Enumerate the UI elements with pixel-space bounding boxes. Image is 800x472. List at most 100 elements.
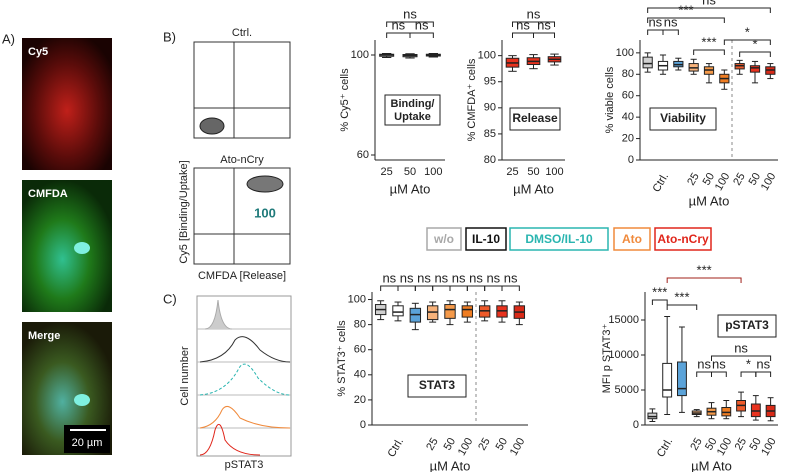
legend-box <box>654 227 712 251</box>
box <box>749 65 761 73</box>
x-tick-label: 100 <box>759 171 779 193</box>
y-axis-label: MFI p STAT3⁺ <box>601 324 613 394</box>
y-tick-label: 100 <box>616 47 634 59</box>
y-tick-label: 80 <box>484 154 496 166</box>
bracket <box>711 355 772 361</box>
y-tick-label: 0 <box>628 154 634 166</box>
population <box>246 175 284 193</box>
chart-title: Viability <box>660 111 706 125</box>
bracket <box>533 32 555 38</box>
box <box>642 56 653 69</box>
box <box>662 362 673 398</box>
significance: ns <box>697 356 711 371</box>
bracket <box>512 32 534 38</box>
x-tick-label: 25 <box>381 166 393 178</box>
significance: * <box>752 36 757 51</box>
legend-box <box>465 227 507 251</box>
significance: ns <box>712 356 726 371</box>
significance: ns <box>527 6 541 21</box>
y-tick-label: 40 <box>354 369 366 381</box>
nucleus <box>74 242 90 254</box>
axis-label: CMFDA [Release] <box>198 270 286 282</box>
significance: *** <box>652 284 667 299</box>
y-tick-label: 100 <box>351 49 369 61</box>
y-axis-label: % STAT3⁺ cells <box>336 320 348 397</box>
y-tick-label: 10000 <box>608 349 639 361</box>
x-tick-label: 25 <box>424 436 441 453</box>
x-tick-label: 50 <box>404 166 416 178</box>
x-axis-label: µM Ato <box>689 193 730 208</box>
significance: ns <box>664 14 678 29</box>
y-tick-label: 80 <box>354 319 366 331</box>
panel-label: C) <box>163 291 177 306</box>
significance: ns <box>469 270 483 285</box>
micrograph <box>22 180 112 312</box>
y-tick-label: 0 <box>360 419 366 431</box>
significance: ns <box>486 270 500 285</box>
x-tick-label: 25 <box>688 436 705 453</box>
legend-box <box>426 227 462 251</box>
significance: ns <box>452 270 466 285</box>
box <box>461 305 474 318</box>
x-tick-label: 25 <box>476 436 493 453</box>
flow-plot <box>193 41 291 139</box>
bracket <box>466 285 486 291</box>
x-axis-label: µM Ato <box>513 181 554 196</box>
population <box>199 117 225 135</box>
legend-label: Ato <box>622 232 642 246</box>
bracket <box>432 285 451 291</box>
legend-label: Ato-nCry <box>657 232 709 246</box>
x-tick-label: 50 <box>747 171 764 188</box>
bracket <box>723 39 771 45</box>
box <box>444 304 456 319</box>
x-tick-label: 50 <box>701 171 718 188</box>
title-box <box>384 94 441 126</box>
x-tick-label: 100 <box>545 166 563 178</box>
plot-title: Ato-nCry <box>220 154 264 166</box>
y-tick-label: 100 <box>348 293 366 305</box>
x-tick-label: 100 <box>424 166 442 178</box>
y-axis-label: % viable cells <box>604 66 616 133</box>
bracket <box>711 371 727 377</box>
bracket <box>386 21 434 27</box>
y-tick-label: 20 <box>354 394 366 406</box>
chart-title: STAT3 <box>419 378 456 392</box>
legend-label: w/o <box>433 232 454 246</box>
bracket <box>409 32 434 38</box>
significance: ns <box>504 270 518 285</box>
significance: ns <box>537 17 551 32</box>
y-tick-label: 20 <box>622 132 634 144</box>
micrograph <box>22 38 112 170</box>
title-box <box>407 374 467 398</box>
x-tick-label: Ctrl. <box>655 436 675 459</box>
significance: ns <box>756 356 770 371</box>
chart-title: Release <box>512 111 558 125</box>
x-tick-label: 100 <box>759 436 779 458</box>
bracket <box>449 285 468 291</box>
legend-label: DMSO/IL-10 <box>525 232 593 246</box>
bracket <box>647 7 771 13</box>
y-tick-label: 80 <box>622 68 634 80</box>
x-tick-label: 50 <box>747 436 764 453</box>
bracket <box>414 285 434 291</box>
flow-plot <box>193 167 291 265</box>
legend-box <box>509 227 609 251</box>
histogram-frame <box>196 295 292 457</box>
panel-label: A) <box>2 31 15 46</box>
bracket <box>755 371 772 377</box>
scale-label: 20 µm <box>72 437 103 449</box>
x-tick-label: 25 <box>506 166 518 178</box>
significance: ns <box>434 270 448 285</box>
significance: *** <box>678 2 693 17</box>
bracket <box>651 299 668 305</box>
box <box>392 305 404 317</box>
x-tick-label: 100 <box>713 171 733 193</box>
significance: ns <box>516 17 530 32</box>
significance: ns <box>403 6 417 21</box>
plot-title: Ctrl. <box>232 27 252 39</box>
y-axis-label: % Cy5⁺ cells <box>339 68 351 132</box>
x-tick-label: 50 <box>703 436 720 453</box>
y-tick-label: 5000 <box>615 384 639 396</box>
significance: ns <box>648 14 662 29</box>
significance: ns <box>417 270 431 285</box>
